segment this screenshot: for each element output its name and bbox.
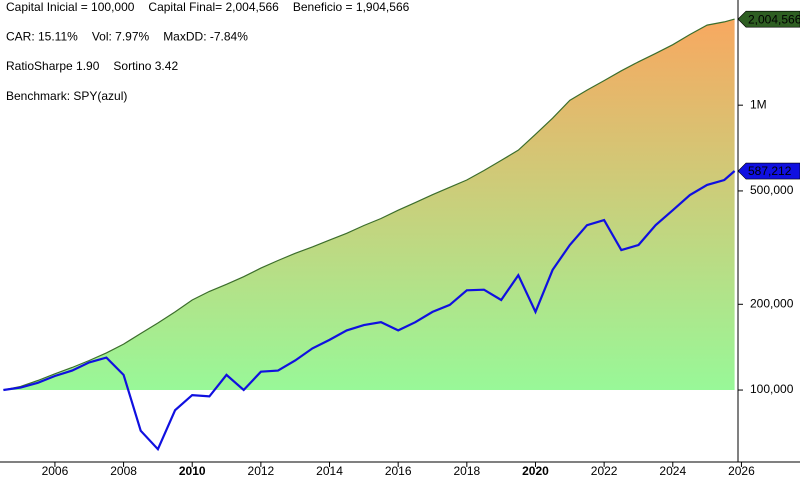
- end-value-box: [737, 10, 800, 28]
- x-tick-label: 2006: [42, 464, 69, 478]
- end-value-label: 2,004,566: [748, 12, 800, 26]
- x-tick-label: 2026: [728, 464, 755, 478]
- x-tick-label: 2018: [453, 464, 480, 478]
- plot-area: [3, 18, 736, 452]
- series-line: [3, 18, 735, 391]
- x-tick-label: 2024: [659, 464, 686, 478]
- y-tick-label: 200,000: [750, 296, 794, 310]
- series-line: [3, 170, 736, 452]
- end-value-label: 587,212: [748, 164, 792, 178]
- x-tick-label: 2008: [110, 464, 137, 478]
- y-tick-label: 100,000: [750, 382, 794, 396]
- benchmark-note: Benchmark: SPY(azul): [6, 89, 127, 103]
- end-value-box: [737, 162, 800, 180]
- x-tick-label: 2016: [385, 464, 412, 478]
- y-tick-label: 500,000: [750, 183, 794, 197]
- stat-text: Capital Inicial = 100,000: [6, 0, 135, 14]
- x-tick-label: 2012: [248, 464, 275, 478]
- y-tick-label: 1M: [750, 97, 767, 111]
- stat-text: Capital Final= 2,004,566: [148, 0, 279, 14]
- end-value-tag: 587,212: [737, 162, 800, 180]
- stat-text: Sortino 3.42: [113, 59, 178, 73]
- series-area: [3, 19, 735, 390]
- x-tick-label: 2022: [591, 464, 618, 478]
- stat-text: CAR: 15.11%: [6, 30, 78, 44]
- stat-text: Vol: 7.97%: [92, 30, 150, 44]
- x-tick-label: 2010: [179, 464, 206, 478]
- x-tick-label: 2014: [316, 464, 343, 478]
- stat-text: Beneficio = 1,904,566: [293, 0, 410, 14]
- end-value-tag: 2,004,566: [737, 10, 800, 28]
- stat-text: MaxDD: -7.84%: [163, 30, 248, 44]
- stat-text: RatioSharpe 1.90: [6, 59, 100, 73]
- x-tick-label: 2020: [522, 464, 549, 478]
